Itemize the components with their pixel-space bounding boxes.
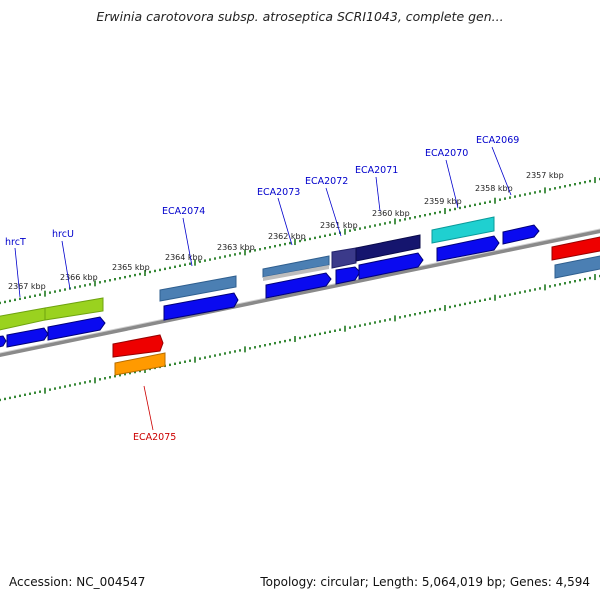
genome-backbone <box>0 228 600 358</box>
gene-label-ECA2070[interactable]: ECA2070 <box>425 148 468 159</box>
feature-ECA2074[interactable] <box>159 275 237 302</box>
feature-red-lower[interactable] <box>112 334 164 358</box>
upper-tick-track <box>0 177 600 305</box>
cds-arrow[interactable] <box>47 316 106 341</box>
accession-text: Accession: NC_004547 <box>9 575 146 589</box>
cds-arrow[interactable] <box>265 272 332 299</box>
gene-label-ECA2073[interactable]: ECA2073 <box>257 187 300 198</box>
feature-hrcT[interactable] <box>0 307 46 331</box>
cds-arrow[interactable] <box>163 292 239 321</box>
cds-arrow[interactable] <box>502 224 540 245</box>
kbp-label: 2366 kbp <box>60 273 98 282</box>
lower-tick-track <box>0 274 600 402</box>
kbp-label: 2358 kbp <box>475 184 513 193</box>
kbp-label: 2365 kbp <box>112 263 150 272</box>
cds-arrow[interactable] <box>6 327 49 348</box>
feature-ECA2072[interactable] <box>331 247 357 269</box>
feature-blue-right[interactable] <box>554 255 600 279</box>
kbp-label: 2361 kbp <box>320 221 358 230</box>
feature-ECA2070[interactable] <box>431 216 495 244</box>
cds-arrow[interactable] <box>0 335 7 348</box>
feature-hrcU[interactable] <box>44 297 104 321</box>
feature-ECA2071[interactable] <box>355 234 421 262</box>
gene-label-ECA2069[interactable]: ECA2069 <box>476 135 519 146</box>
gene-label-hrcT[interactable]: hrcT <box>5 237 26 248</box>
gene-label-hrcU[interactable]: hrcU <box>52 229 74 240</box>
kbp-label: 2359 kbp <box>424 197 462 206</box>
cds-arrow[interactable] <box>358 252 424 280</box>
feature-track-upper <box>0 216 600 376</box>
kbp-label: 2362 kbp <box>268 232 306 241</box>
cds-track <box>0 224 540 348</box>
kbp-label: 2357 kbp <box>526 171 564 180</box>
map-title: Erwinia carotovora subsp. atroseptica SC… <box>96 9 504 24</box>
gene-label-ECA2075[interactable]: ECA2075 <box>133 432 176 443</box>
gene-labels: ECA2069 ECA2070 ECA2071 ECA2072 ECA2073 … <box>5 135 519 443</box>
gene-label-ECA2071[interactable]: ECA2071 <box>355 165 398 176</box>
kbp-label: 2363 kbp <box>217 243 255 252</box>
kbp-scale: 2357 kbp 2358 kbp 2359 kbp 2360 kbp 2361… <box>8 171 564 291</box>
cds-arrow[interactable] <box>335 266 361 285</box>
gene-label-ECA2072[interactable]: ECA2072 <box>305 176 348 187</box>
feature-ECA2075[interactable] <box>114 352 166 376</box>
genome-summary-text: Topology: circular; Length: 5,064,019 bp… <box>260 575 590 589</box>
kbp-label: 2367 kbp <box>8 282 46 291</box>
cds-arrow[interactable] <box>436 235 500 262</box>
label-leaders <box>14 146 512 431</box>
kbp-label: 2360 kbp <box>372 209 410 218</box>
gene-label-ECA2074[interactable]: ECA2074 <box>162 206 205 217</box>
feature-red-right[interactable] <box>551 236 600 261</box>
kbp-label: 2364 kbp <box>165 253 203 262</box>
